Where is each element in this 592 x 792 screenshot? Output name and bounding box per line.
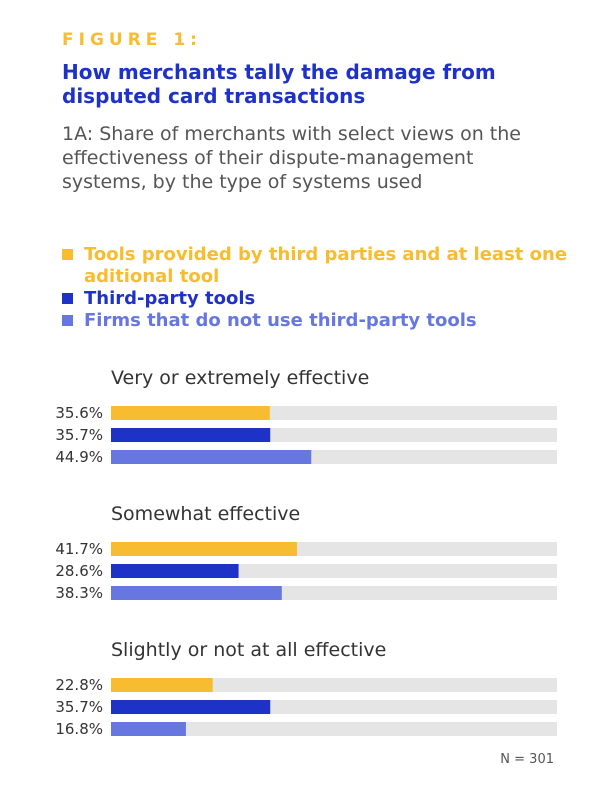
bar-very-effective-combined-tools bbox=[111, 406, 270, 420]
value-label-somewhat-effective-no-third-party: 38.3% bbox=[55, 584, 103, 602]
legend-swatch-third-party bbox=[62, 293, 73, 304]
bar-chart: Very or extremely effective 35.6% 35.7% 44.… bbox=[55, 367, 557, 738]
bar-somewhat-effective-combined-tools bbox=[111, 542, 297, 556]
value-label-slightly-effective-no-third-party: 16.8% bbox=[55, 720, 103, 738]
bar-track-slightly-effective-no-third-party bbox=[111, 722, 557, 736]
legend-item-third-party: Third-party tools bbox=[62, 288, 582, 310]
bar-slightly-effective-no-third-party bbox=[111, 722, 186, 736]
legend-label-no-third-party: Firms that do not use third-party tools bbox=[84, 310, 477, 331]
chart-title: How merchants tally the damage from disp… bbox=[62, 60, 496, 108]
bar-somewhat-effective-third-party bbox=[111, 564, 239, 578]
bar-somewhat-effective-no-third-party bbox=[111, 586, 282, 600]
sample-size-note: N = 301 bbox=[500, 752, 554, 767]
value-label-very-effective-third-party: 35.7% bbox=[55, 426, 103, 444]
legend-label-third-party: Third-party tools bbox=[84, 288, 256, 309]
figure-label: FIGURE 1: bbox=[62, 30, 202, 50]
bar-slightly-effective-third-party bbox=[111, 700, 271, 714]
legend-label-combined-tools: Tools provided by third parties and at l… bbox=[84, 244, 568, 287]
value-label-somewhat-effective-third-party: 28.6% bbox=[55, 562, 103, 580]
value-label-slightly-effective-third-party: 35.7% bbox=[55, 698, 103, 716]
chart-subtitle: 1A: Share of merchants with select views… bbox=[62, 123, 521, 193]
value-label-somewhat-effective-combined-tools: 41.7% bbox=[55, 540, 103, 558]
legend-swatch-no-third-party bbox=[62, 315, 73, 326]
value-label-slightly-effective-combined-tools: 22.8% bbox=[55, 676, 103, 694]
legend-item-combined-tools: Tools provided by third parties and at l… bbox=[62, 244, 582, 288]
group-title-somewhat-effective: Somewhat effective bbox=[111, 503, 300, 525]
legend-item-no-third-party: Firms that do not use third-party tools bbox=[62, 310, 582, 332]
bar-track-slightly-effective-combined-tools bbox=[111, 678, 557, 692]
group-title-slightly-effective: Slightly or not at all effective bbox=[111, 639, 386, 661]
legend: Tools provided by third parties and at l… bbox=[62, 244, 582, 332]
group-title-very-effective: Very or extremely effective bbox=[111, 367, 369, 389]
bar-slightly-effective-combined-tools bbox=[111, 678, 213, 692]
bar-very-effective-third-party bbox=[111, 428, 271, 442]
legend-swatch-combined-tools bbox=[62, 249, 73, 260]
bar-very-effective-no-third-party bbox=[111, 450, 312, 464]
value-label-very-effective-no-third-party: 44.9% bbox=[55, 448, 103, 466]
value-label-very-effective-combined-tools: 35.6% bbox=[55, 404, 103, 422]
